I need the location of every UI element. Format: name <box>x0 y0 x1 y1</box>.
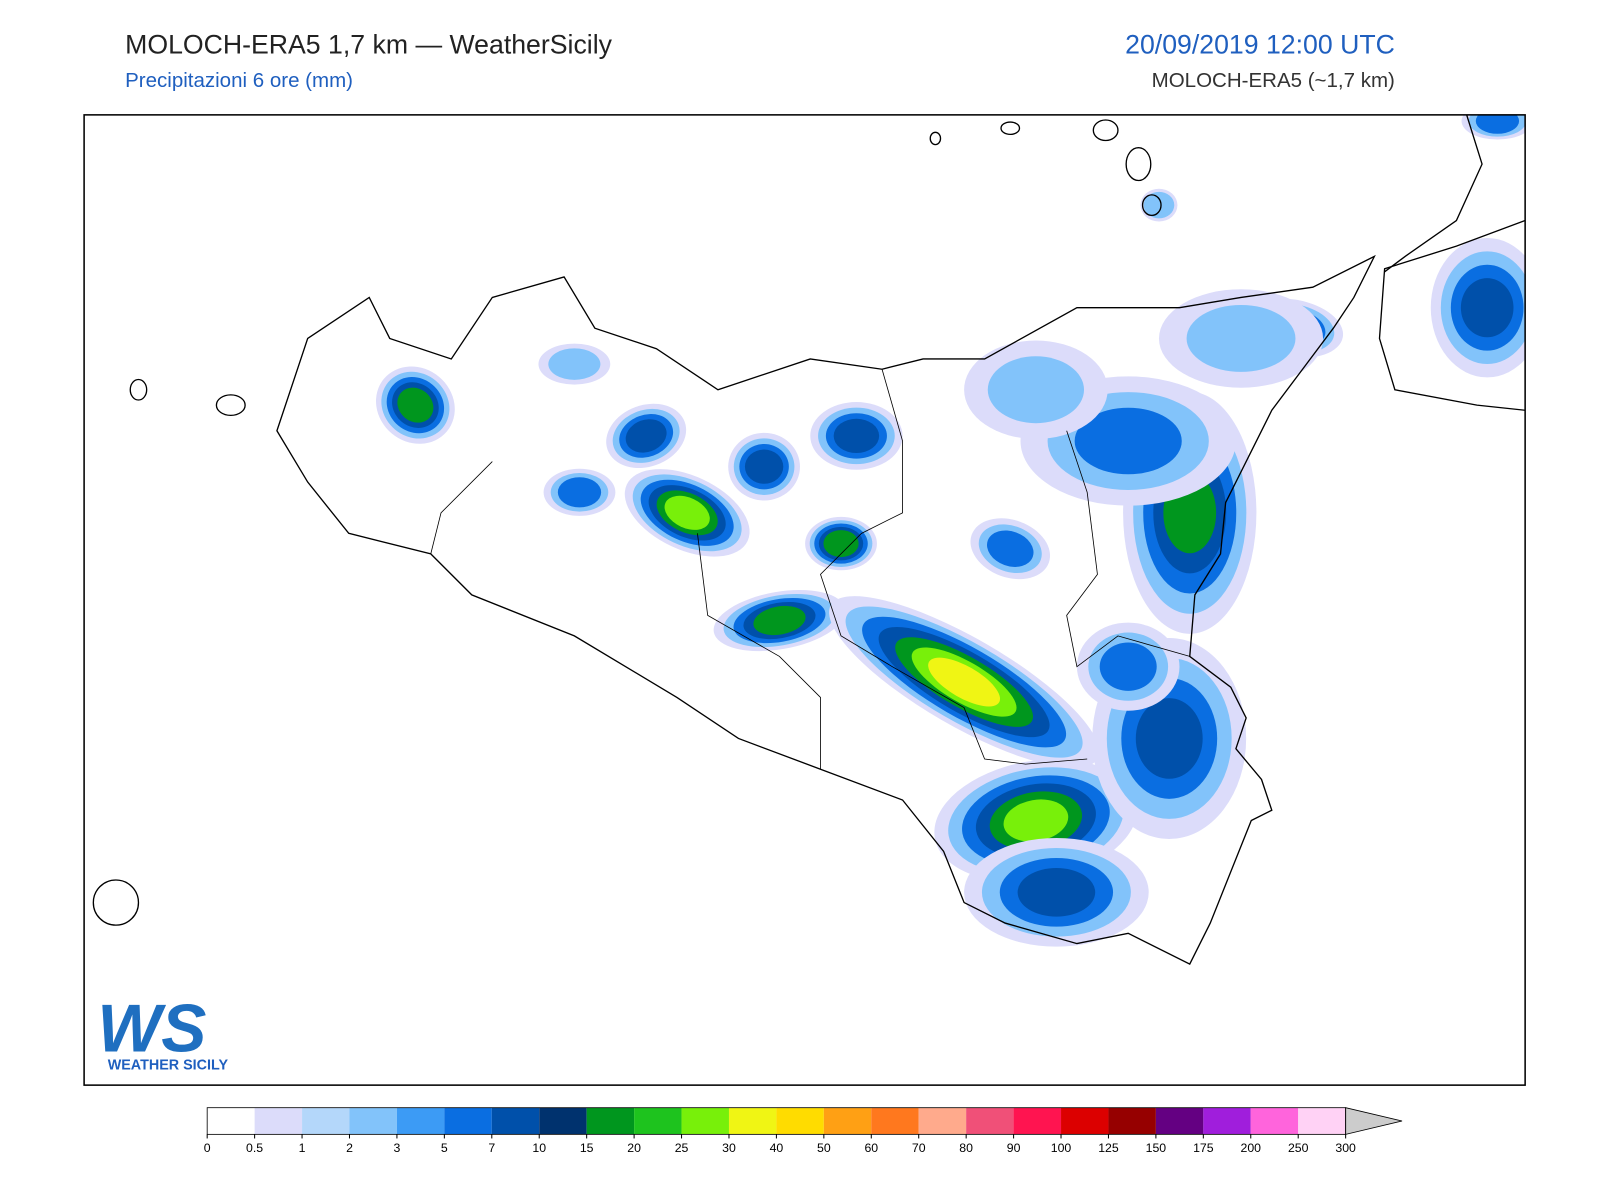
colorbar-bin <box>871 1107 919 1135</box>
map <box>92 114 1526 965</box>
precip-contour <box>397 387 434 423</box>
precip-contour <box>1460 278 1514 338</box>
precip-contour <box>1186 305 1296 372</box>
island <box>215 394 246 417</box>
colorbar-tick-label: 0.5 <box>246 1141 263 1155</box>
colorbar-tick-label: 60 <box>864 1141 878 1155</box>
subtitle: Precipitazioni 6 ore (mm) <box>125 69 353 92</box>
island <box>92 879 140 926</box>
precip-contour <box>1074 407 1182 475</box>
colorbar-tick-label: 1 <box>299 1141 306 1155</box>
colorbar-bin <box>728 1107 777 1135</box>
colorbar-tick-label: 15 <box>580 1141 594 1155</box>
island <box>929 131 942 146</box>
date: 20/09/2019 12:00 UTC <box>1125 29 1395 59</box>
colorbar-extension <box>1345 1107 1403 1135</box>
colorbar-tick-label: 70 <box>912 1141 926 1155</box>
precip-contour <box>1017 868 1096 917</box>
colorbar-bin <box>966 1107 1014 1135</box>
precip-contour <box>557 477 602 508</box>
calabria-north <box>1384 114 1483 273</box>
precip-contour <box>753 605 806 636</box>
precipitation-field <box>376 114 1526 947</box>
precip-contour <box>1135 698 1203 779</box>
colorbar-bin <box>491 1107 540 1135</box>
colorbar-bin <box>254 1107 303 1135</box>
colorbar-tick-label: 10 <box>532 1141 546 1155</box>
island <box>1125 147 1152 182</box>
colorbar-tick-label: 175 <box>1193 1141 1214 1155</box>
island <box>1141 194 1162 217</box>
coastline <box>92 114 1526 965</box>
precip-contour <box>744 449 784 484</box>
province-borders <box>1066 430 1190 668</box>
colorbar-bin <box>586 1107 635 1135</box>
colorbar-bin <box>823 1107 872 1135</box>
colorbar-tick-label: 150 <box>1146 1141 1167 1155</box>
colorbar-bin <box>539 1107 587 1135</box>
colorbar-bin <box>1250 1107 1299 1135</box>
colorbar-bin <box>681 1107 729 1135</box>
province-borders <box>820 369 1088 765</box>
model-label: MOLOCH-ERA5 (~1,7 km) <box>1152 69 1395 92</box>
colorbar-tick-label: 2 <box>346 1141 353 1155</box>
precip-contour <box>1143 191 1175 219</box>
precip-contour <box>987 530 1034 567</box>
province-borders <box>430 461 493 554</box>
precip-contour <box>928 657 1001 707</box>
precip-contour <box>1099 642 1157 691</box>
precip-contour <box>987 356 1085 424</box>
precip-contour <box>1003 799 1069 842</box>
colorbar-tick-label: 125 <box>1098 1141 1119 1155</box>
precip-contour <box>833 418 880 454</box>
island <box>129 378 148 401</box>
colorbar: 0 0.5 1 2 3 5 7 10 15 20 25 30 40 50 60 70 80 90 100 125 150… <box>204 1107 1403 1155</box>
map-frame <box>83 114 1526 1086</box>
colorbar-bin <box>918 1107 967 1135</box>
colorbar-tick-label: 0 <box>204 1141 211 1155</box>
title: MOLOCH-ERA5 1,7 km — WeatherSicily <box>125 29 613 59</box>
colorbar-bin <box>634 1107 682 1135</box>
sicily <box>276 254 1376 965</box>
island <box>1000 121 1021 136</box>
colorbar-tick-label: 30 <box>722 1141 736 1155</box>
colorbar-tick-label: 200 <box>1241 1141 1262 1155</box>
colorbar-tick-label: 7 <box>488 1141 495 1155</box>
precip-contour <box>1475 114 1520 134</box>
colorbar-bin <box>1155 1107 1204 1135</box>
colorbar-bin <box>444 1107 492 1135</box>
colorbar-bin <box>207 1107 255 1135</box>
colorbar-tick-label: 80 <box>959 1141 973 1155</box>
colorbar-tick-label: 25 <box>675 1141 689 1155</box>
colorbar-tick-label: 5 <box>441 1141 448 1155</box>
precip-contour <box>823 530 859 558</box>
precip-contour <box>625 419 667 453</box>
colorbar-bin <box>1013 1107 1062 1135</box>
colorbar-bin <box>396 1107 445 1135</box>
colorbar-bin <box>1108 1107 1156 1135</box>
logo-text: WEATHER SICILY <box>108 1058 229 1074</box>
province-borders <box>697 533 821 770</box>
logo-mark: WS <box>97 991 206 1066</box>
colorbar-bin <box>1203 1107 1251 1135</box>
island <box>1092 119 1119 142</box>
calabria <box>1378 219 1526 411</box>
colorbar-bin <box>349 1107 397 1135</box>
colorbar-bin <box>1298 1107 1346 1135</box>
colorbar-bin <box>302 1107 350 1135</box>
colorbar-bin <box>776 1107 824 1135</box>
colorbar-bin <box>1061 1107 1109 1135</box>
colorbar-tick-label: 20 <box>627 1141 641 1155</box>
colorbar-tick-label: 3 <box>394 1141 401 1155</box>
colorbar-tick-label: 50 <box>817 1141 831 1155</box>
colorbar-tick-label: 300 <box>1335 1141 1356 1155</box>
colorbar-tick-label: 100 <box>1051 1141 1072 1155</box>
colorbar-tick-label: 250 <box>1288 1141 1309 1155</box>
colorbar-tick-label: 40 <box>770 1141 784 1155</box>
precip-contour <box>664 495 710 530</box>
colorbar-tick-label: 90 <box>1007 1141 1021 1155</box>
precip-contour <box>548 348 601 380</box>
